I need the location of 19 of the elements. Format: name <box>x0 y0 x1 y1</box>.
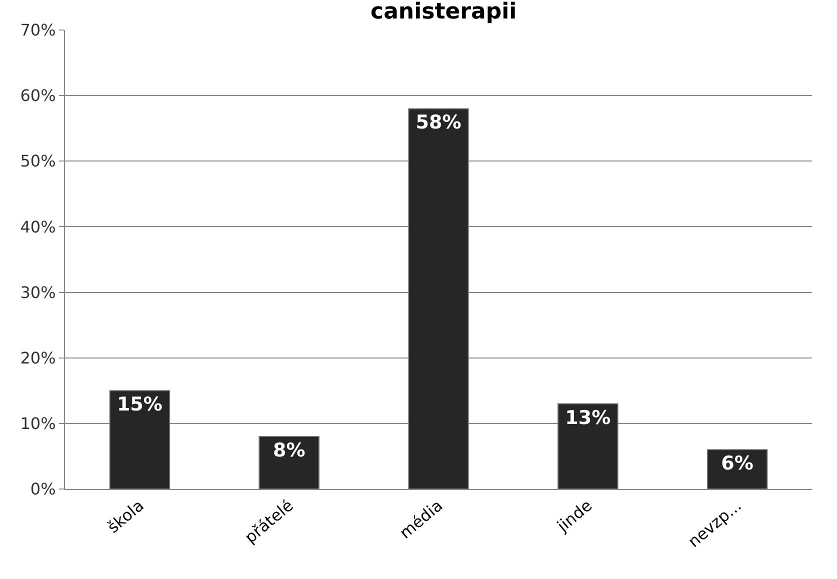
y-tick-label: 10% <box>20 414 56 434</box>
chart-title: canisterapii <box>370 0 517 24</box>
y-tick-label: 60% <box>20 86 56 106</box>
y-tick-label: 40% <box>20 217 56 236</box>
y-tick-label: 20% <box>20 348 56 368</box>
y-tick-label: 70% <box>20 20 56 40</box>
data-label: 58% <box>416 112 462 134</box>
data-label: 6% <box>721 452 754 475</box>
bar <box>558 403 618 489</box>
bar <box>258 436 320 489</box>
data-label: 13% <box>565 406 611 429</box>
y-tick-label: 30% <box>20 282 56 302</box>
bar <box>109 390 170 489</box>
data-label: 8% <box>272 440 306 462</box>
data-label: 15% <box>116 394 162 416</box>
y-tick-label: 50% <box>20 152 56 171</box>
bar <box>408 108 469 489</box>
y-tick-label: 0% <box>30 480 56 499</box>
bar <box>706 449 768 489</box>
